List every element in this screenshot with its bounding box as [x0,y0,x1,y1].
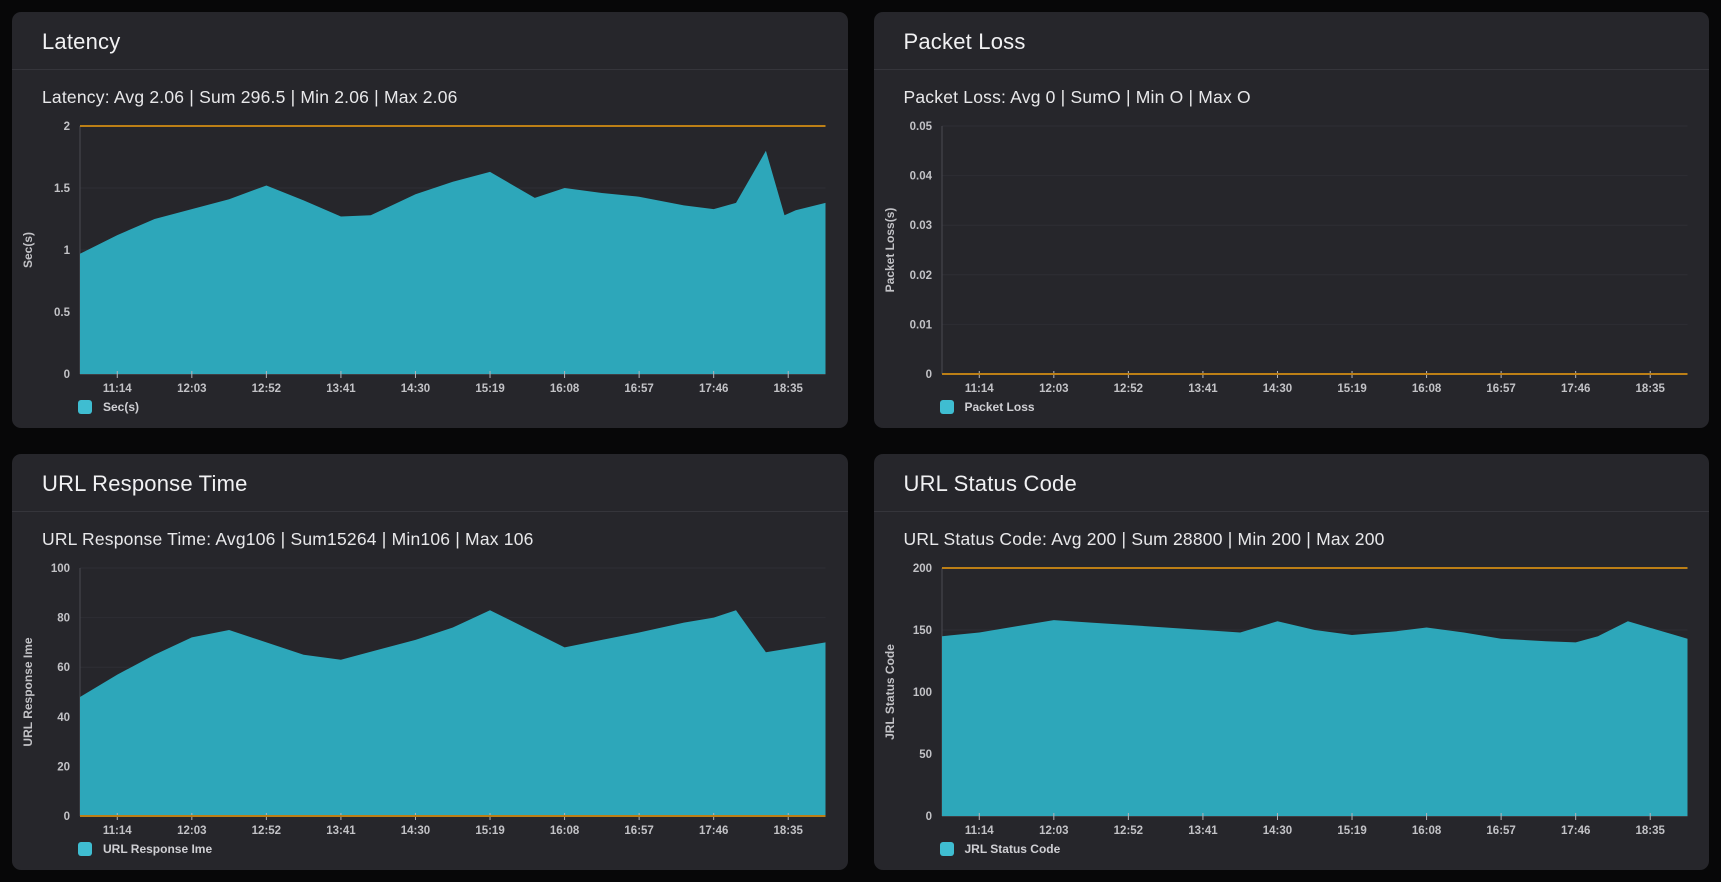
svg-text:16:57: 16:57 [1486,383,1515,395]
svg-text:17:46: 17:46 [1560,383,1589,395]
svg-text:100: 100 [912,687,931,699]
svg-text:13:41: 13:41 [1188,383,1218,395]
svg-text:16:08: 16:08 [1411,825,1441,837]
panel-packet-loss: Packet Loss Packet Loss: Avg 0 | SumO | … [873,12,1710,428]
svg-text:1.5: 1.5 [54,183,71,195]
svg-text:16:57: 16:57 [624,825,653,837]
svg-text:0.05: 0.05 [909,121,932,133]
svg-text:11:14: 11:14 [964,825,993,837]
legend-item[interactable]: JRL Status Code [910,842,1710,870]
legend-swatch [939,400,954,414]
svg-text:15:19: 15:19 [475,825,504,837]
svg-text:13:41: 13:41 [1188,825,1218,837]
svg-text:17:46: 17:46 [699,383,728,395]
svg-text:11:14: 11:14 [103,383,132,395]
panel-stats: Packet Loss: Avg 0 | SumO | Min O | Max … [903,87,1251,107]
panel-stats: URL Status Code: Avg 200 | Sum 28800 | M… [903,529,1385,549]
panel-title: URL Status Code [873,454,1709,512]
svg-text:50: 50 [919,749,932,761]
svg-text:20: 20 [57,761,70,773]
legend-item[interactable]: URL Response Ime [48,842,848,870]
svg-text:60: 60 [57,662,70,674]
svg-text:40: 40 [57,712,70,724]
svg-text:Packet Loss(s): Packet Loss(s) [883,208,897,293]
svg-text:12:03: 12:03 [177,383,206,395]
svg-text:12:03: 12:03 [177,825,206,837]
svg-text:80: 80 [57,613,70,625]
panel-latency: Latency Latency: Avg 2.06 | Sum 296.5 | … [12,12,848,428]
svg-text:0: 0 [64,811,70,823]
svg-text:12:52: 12:52 [1113,825,1142,837]
svg-text:14:30: 14:30 [1262,825,1291,837]
svg-text:15:19: 15:19 [1337,383,1366,395]
svg-text:150: 150 [912,625,931,637]
svg-text:0.03: 0.03 [909,220,931,232]
svg-text:12:03: 12:03 [1039,383,1068,395]
svg-text:0.02: 0.02 [909,270,931,282]
svg-text:URL Response Ime: URL Response Ime [21,637,35,746]
chart-canvas-packet-loss[interactable]: 0 0.01 0.02 0.03 0.04 0.05 11:14 12:03 12:52 13:4… [874,110,1710,400]
legend-label: Sec(s) [103,400,140,414]
svg-text:0: 0 [925,811,931,823]
svg-text:15:19: 15:19 [475,383,504,395]
svg-text:16:08: 16:08 [550,383,580,395]
legend-label: Packet Loss [964,400,1035,414]
svg-text:12:52: 12:52 [252,383,281,395]
svg-text:16:08: 16:08 [1411,383,1441,395]
svg-text:16:57: 16:57 [624,383,653,395]
chart-canvas-url-status-code[interactable]: 0 50 100 150 200 11:14 12:03 12:52 13:41 14:30 15:… [874,552,1710,842]
svg-text:18:35: 18:35 [774,383,804,395]
svg-text:16:08: 16:08 [550,825,580,837]
svg-text:15:19: 15:19 [1337,825,1366,837]
panel-stats: URL Response Time: Avg106 | Sum15264 | M… [42,529,534,549]
panel-stats: Latency: Avg 2.06 | Sum 296.5 | Min 2.06… [42,87,458,107]
svg-text:18:35: 18:35 [1635,383,1665,395]
svg-text:Sec(s): Sec(s) [21,232,35,268]
svg-text:0.04: 0.04 [909,171,932,183]
svg-text:1: 1 [64,245,71,257]
svg-text:13:41: 13:41 [326,383,356,395]
svg-text:11:14: 11:14 [964,383,993,395]
panel-title: URL Response Time [12,454,848,512]
svg-text:2: 2 [64,121,70,133]
svg-text:13:41: 13:41 [326,825,356,837]
legend-swatch [939,842,954,856]
svg-text:14:30: 14:30 [401,825,430,837]
svg-text:11:14: 11:14 [103,825,132,837]
svg-text:0.5: 0.5 [54,307,71,319]
panel-url-response-time: URL Response Time URL Response Time: Avg… [12,454,848,870]
panel-url-status-code: URL Status Code URL Status Code: Avg 200… [873,454,1710,870]
legend-item[interactable]: Sec(s) [48,400,848,428]
svg-text:18:35: 18:35 [774,825,804,837]
legend-label: JRL Status Code [964,842,1061,856]
svg-text:200: 200 [912,563,931,575]
legend-item[interactable]: Packet Loss [910,400,1710,428]
legend-swatch [78,400,92,414]
svg-text:17:46: 17:46 [699,825,728,837]
svg-text:17:46: 17:46 [1560,825,1589,837]
svg-text:12:52: 12:52 [1113,383,1142,395]
svg-text:14:30: 14:30 [401,383,430,395]
chart-canvas-url-response-time[interactable]: 0 20 40 60 80 100 11:14 12:03 12:52 13:41 14:30 15:… [12,552,848,842]
svg-text:0: 0 [64,369,70,381]
svg-text:0: 0 [925,369,931,381]
svg-text:100: 100 [51,563,70,575]
panel-title: Packet Loss [873,12,1709,70]
svg-text:12:03: 12:03 [1039,825,1068,837]
svg-text:16:57: 16:57 [1486,825,1515,837]
chart-canvas-latency[interactable]: 0 0.5 1 1.5 2 11:14 12:03 12:52 13:41 14:30 15:19 1… [12,110,848,400]
svg-text:12:52: 12:52 [252,825,281,837]
legend-label: URL Response Ime [103,842,213,856]
panel-title: Latency [12,12,848,70]
svg-text:0.01: 0.01 [909,319,932,331]
svg-text:14:30: 14:30 [1262,383,1291,395]
svg-text:JRL Status Code: JRL Status Code [883,644,897,740]
dashboard-grid: Latency Latency: Avg 2.06 | Sum 296.5 | … [12,12,1709,870]
svg-text:18:35: 18:35 [1635,825,1665,837]
legend-swatch [78,842,92,856]
